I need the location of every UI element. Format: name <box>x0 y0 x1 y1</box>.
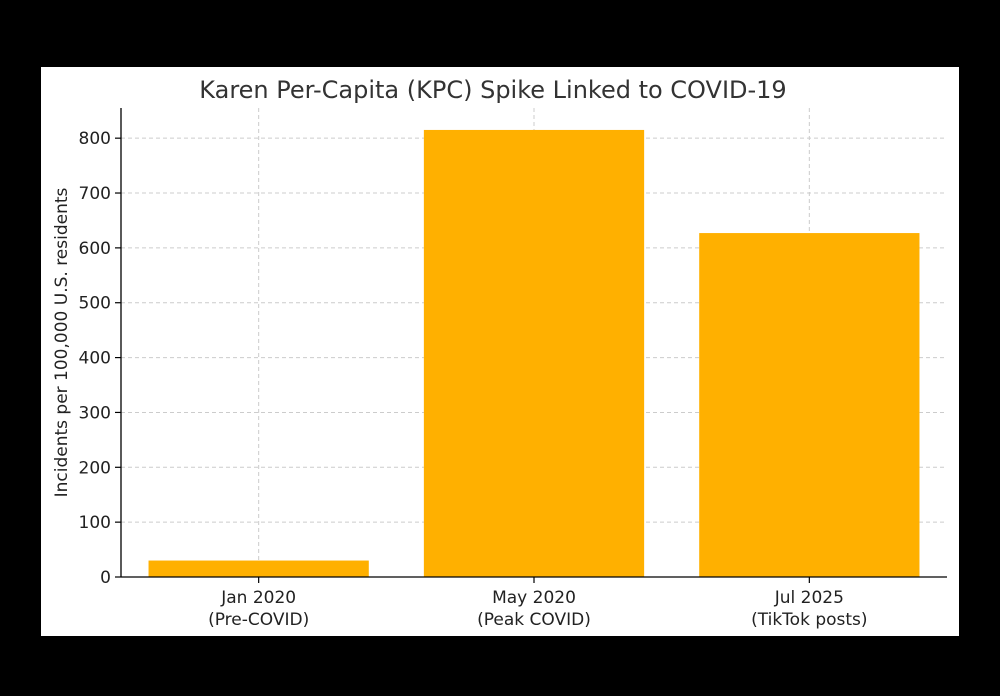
y-tick-label: 700 <box>79 184 111 204</box>
x-tick-label: (Pre-COVID) <box>208 610 309 630</box>
y-tick-label: 800 <box>79 129 111 149</box>
y-tick-label: 400 <box>79 349 111 369</box>
bars <box>148 129 920 578</box>
bar <box>148 560 369 577</box>
bar-chart: Karen Per-Capita (KPC) Spike Linked to C… <box>52 76 947 630</box>
y-ticks: 0 100 200 300 400 500 600 700 800 <box>79 129 121 588</box>
x-tick-label: Jan 2020 <box>220 588 296 608</box>
y-tick-label: 600 <box>79 239 111 259</box>
y-tick-label: 200 <box>79 458 111 478</box>
x-tick-label: (TikTok posts) <box>751 610 867 630</box>
y-tick-label: 100 <box>79 513 111 533</box>
bar <box>423 129 645 577</box>
x-tick-label: May 2020 <box>492 588 576 608</box>
y-tick-label: 300 <box>79 403 111 423</box>
x-tick-label: Jul 2025 <box>774 588 844 608</box>
chart-title: Karen Per-Capita (KPC) Spike Linked to C… <box>199 76 786 104</box>
x-tick-label: (Peak COVID) <box>477 610 591 630</box>
x-ticks: Jan 2020(Pre-COVID) May 2020(Peak COVID) J… <box>208 577 868 630</box>
y-tick-label: 500 <box>79 294 111 314</box>
y-tick-label: 0 <box>100 568 111 588</box>
y-axis-title: Incidents per 100,000 U.S. residents <box>52 187 72 497</box>
bar <box>699 233 920 578</box>
chart-panel: Karen Per-Capita (KPC) Spike Linked to C… <box>41 67 959 636</box>
